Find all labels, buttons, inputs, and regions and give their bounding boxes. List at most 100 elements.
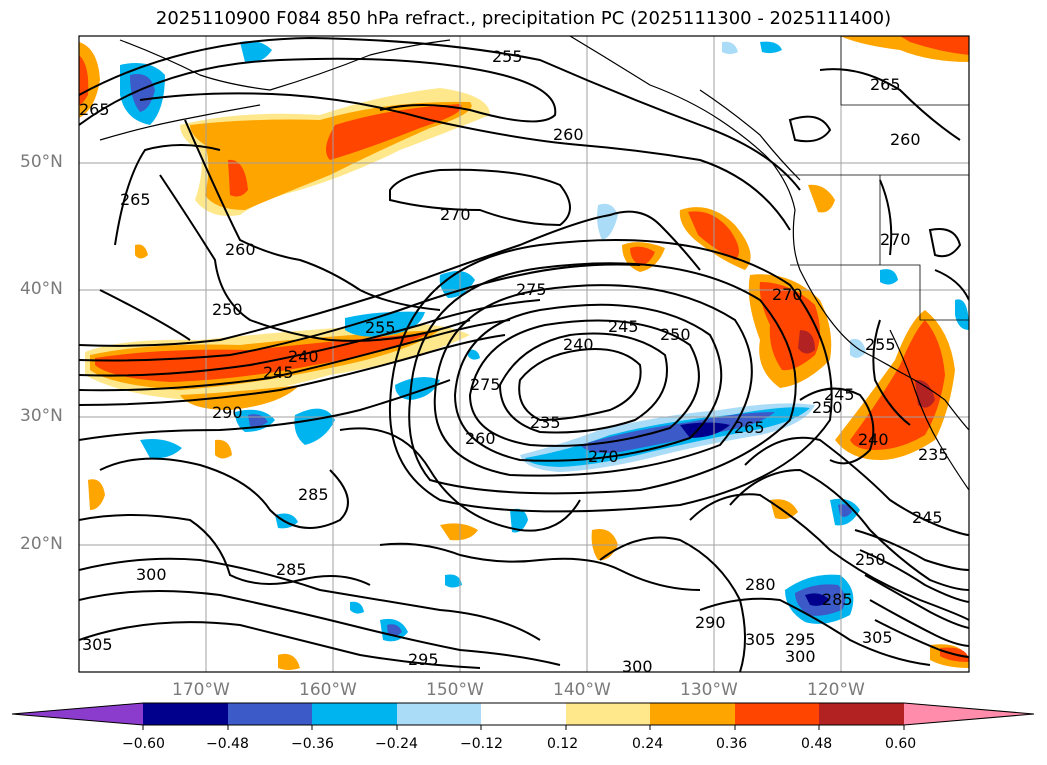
contour-line <box>433 284 753 477</box>
contour-line <box>874 619 969 658</box>
map-title: 2025110900 F084 850 hPa refract., precip… <box>155 8 892 29</box>
lon-label-120w: 120°W <box>807 680 865 700</box>
contour-label: 235 <box>530 413 561 432</box>
contour-label: 275 <box>516 280 547 299</box>
precip-positive-region <box>798 330 815 354</box>
precip-negative-region <box>955 299 969 330</box>
precip-negative-region <box>510 508 528 533</box>
colorbar-segment <box>735 703 819 725</box>
colorbar-tick-label: 0.48 <box>801 736 833 752</box>
contour-label: 245 <box>912 508 943 527</box>
precip-positive-region <box>770 499 798 520</box>
contour-line <box>79 379 451 441</box>
contour-label: 265 <box>120 190 151 209</box>
contour-line <box>468 319 700 447</box>
precip-positive-region <box>440 523 478 541</box>
precip-positive-region <box>88 479 105 510</box>
contour-line <box>79 263 641 362</box>
contour-label: 270 <box>440 205 471 224</box>
contour-label: 245 <box>608 317 639 336</box>
contour-label: 245 <box>263 363 294 382</box>
contour-line <box>859 549 969 603</box>
contour-label: 270 <box>772 285 803 304</box>
contour-line <box>114 144 221 246</box>
contour-label: 240 <box>563 335 594 354</box>
lat-label-40n: 40°N <box>20 279 63 299</box>
contour-label: 250 <box>212 300 243 319</box>
contour-line <box>79 210 701 347</box>
contour-label: 260 <box>225 240 256 259</box>
contour-line <box>79 590 561 666</box>
contour-label: 290 <box>695 613 726 632</box>
contour-label: 280 <box>745 575 776 594</box>
contour-line <box>79 36 801 191</box>
contour-line <box>788 115 832 143</box>
precip-negative-region <box>597 203 618 240</box>
contour-label: 285 <box>822 590 853 609</box>
colorbar-tick-label: −0.24 <box>375 736 418 752</box>
contour-line <box>79 57 557 126</box>
contour-label: 305 <box>862 628 893 647</box>
colorbar-segment <box>819 703 904 725</box>
precip-positive-region <box>79 55 89 105</box>
colorbar-tick-label: 0.12 <box>547 736 579 752</box>
contour-line <box>699 597 931 666</box>
contour-line <box>389 168 571 227</box>
contour-label: 260 <box>553 125 584 144</box>
contour-line <box>879 179 893 256</box>
colorbar-tick-label: 0.60 <box>885 736 917 752</box>
lat-label-30n: 30°N <box>20 406 63 426</box>
contour-label: 305 <box>745 630 776 649</box>
contour-line <box>928 228 962 258</box>
contour-line <box>79 299 541 377</box>
contour-line <box>99 457 349 529</box>
colorbar-tick-label: −0.36 <box>291 736 334 752</box>
colorbar-segment <box>566 703 650 725</box>
contour-line <box>379 542 701 591</box>
contour-label: 260 <box>465 429 496 448</box>
precip-negative-region <box>805 593 830 606</box>
lat-label-50n: 50°N <box>20 152 63 172</box>
precip-positive-region <box>326 104 462 160</box>
contour-line <box>79 334 506 406</box>
lat-label-20n: 20°N <box>20 534 63 554</box>
contour-label: 300 <box>785 647 816 666</box>
precip-positive-region <box>808 184 835 213</box>
precip-positive-region <box>915 379 935 408</box>
contour-label: 305 <box>82 635 113 654</box>
contour-label: 245 <box>824 385 855 404</box>
contour-label: 235 <box>918 445 949 464</box>
contour-line <box>934 269 969 301</box>
contour-label: 265 <box>870 75 901 94</box>
precip-positive-region <box>900 36 969 55</box>
lon-label-140w: 140°W <box>553 680 611 700</box>
plot-frame <box>78 35 970 673</box>
colorbar <box>11 702 1035 730</box>
contour-label: 255 <box>365 318 396 337</box>
contour-label: 255 <box>865 335 896 354</box>
contour-line <box>99 289 191 341</box>
colorbar-segment <box>143 703 228 725</box>
precip-negative-region <box>387 624 402 636</box>
contour-label: 260 <box>890 130 921 149</box>
contour-line <box>869 599 969 647</box>
precip-positive-region <box>228 159 248 197</box>
precip-negative-region <box>722 41 738 54</box>
precip-negative-region <box>580 412 775 454</box>
lon-label-170w: 170°W <box>172 680 230 700</box>
lon-label-150w: 150°W <box>426 680 484 700</box>
contour-label-layer: 255 260 265 260 265 270 260 250 275 255 … <box>79 47 949 672</box>
colorbar-tick-label: 0.24 <box>632 736 664 752</box>
political-borders <box>780 36 969 321</box>
lon-label-130w: 130°W <box>680 680 738 700</box>
contour-label: 270 <box>880 230 911 249</box>
refractivity-contours <box>79 36 969 672</box>
precip-negative-region <box>140 439 182 459</box>
contour-label: 240 <box>858 430 889 449</box>
contour-line <box>408 262 797 495</box>
lon-label-160w: 160°W <box>299 680 357 700</box>
precip-negative-region <box>240 41 272 63</box>
precip-positive-region <box>630 246 655 266</box>
contour-line <box>819 68 961 141</box>
precip-positive-region <box>278 653 300 670</box>
